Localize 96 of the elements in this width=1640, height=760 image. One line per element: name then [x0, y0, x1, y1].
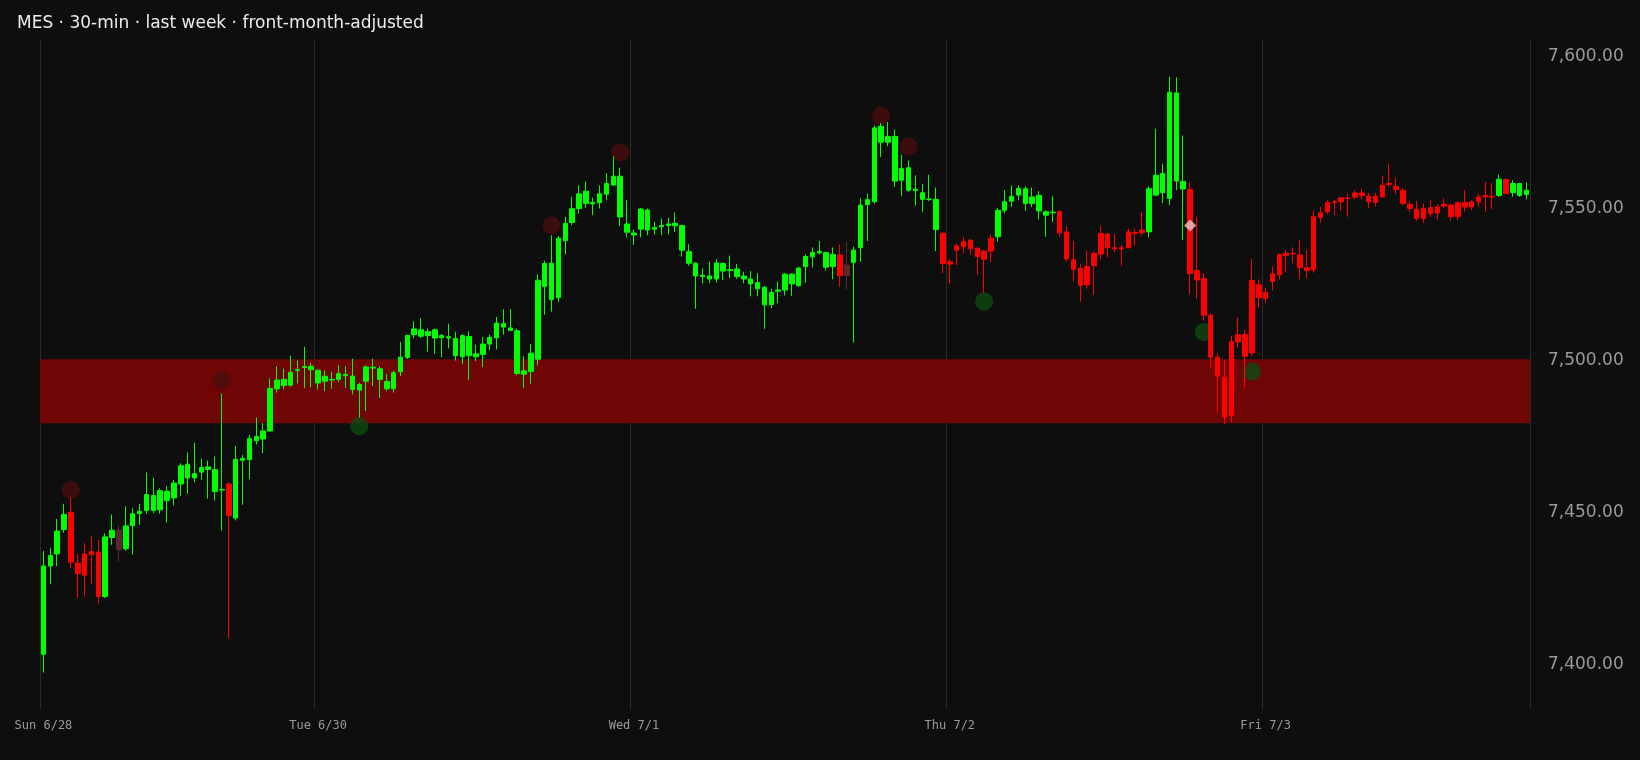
- candlestick: [858, 197, 863, 263]
- candlestick: [453, 331, 458, 362]
- candlestick: [398, 341, 403, 377]
- point: [350, 417, 369, 436]
- candlestick: [41, 550, 46, 674]
- candlestick: [1057, 210, 1062, 238]
- candlestick: [604, 172, 609, 201]
- candlestick: [1428, 199, 1433, 218]
- candlestick: [1421, 203, 1426, 224]
- candlestick: [755, 272, 760, 297]
- candlestick: [1366, 192, 1371, 209]
- candlestick: [865, 193, 870, 242]
- candlestick: [405, 334, 410, 360]
- candlestick: [1112, 233, 1117, 254]
- candlestick: [1215, 353, 1220, 414]
- candlestick: [954, 242, 959, 266]
- candlestick: [501, 308, 506, 336]
- y-tick-label: 7,550.00: [1548, 197, 1624, 218]
- candlestick: [61, 503, 67, 534]
- point: [1184, 219, 1197, 232]
- candlestick: [1386, 163, 1392, 188]
- candlestick: [810, 246, 815, 268]
- x-tick-label: Fri 7/3: [1240, 718, 1291, 732]
- candlestick: [350, 358, 355, 396]
- candlestick: [1009, 184, 1014, 208]
- candlestick: [707, 261, 712, 284]
- candlestick: [1325, 199, 1330, 215]
- chart-title: MES · 30-min · last week · front-month-adjusted: [17, 11, 424, 32]
- candlestick: [48, 547, 53, 585]
- candlestick: [116, 524, 122, 563]
- candlestick: [343, 365, 348, 389]
- point: [872, 107, 891, 126]
- candlestick: [1064, 225, 1069, 263]
- candlestick: [549, 234, 554, 313]
- point: [611, 143, 630, 162]
- candlestick: [700, 267, 705, 284]
- candlestick: [1496, 173, 1502, 198]
- candlestick: [968, 238, 973, 256]
- candlestick: [1380, 175, 1385, 199]
- candlestick: [1071, 240, 1076, 282]
- candlestick: [1318, 206, 1323, 223]
- candlestick: [1407, 200, 1413, 213]
- candlestick: [144, 471, 149, 515]
- candlestick: [769, 288, 774, 309]
- point: [542, 216, 561, 235]
- candlestick: [1270, 266, 1275, 292]
- x-tick-label: Sun 6/28: [14, 718, 73, 732]
- y-tick-label: 7,450.00: [1548, 501, 1624, 522]
- candlestick: [1167, 76, 1172, 206]
- candlestick: [1503, 178, 1509, 195]
- candlestick: [1119, 244, 1124, 267]
- candlestick: [233, 445, 238, 521]
- x-tick-label: Thu 7/2: [924, 718, 976, 732]
- candlestick: [837, 243, 843, 288]
- candlestick: [1373, 192, 1378, 207]
- candlestick: [96, 539, 101, 604]
- candlestick: [1400, 187, 1406, 206]
- candlestick: [192, 442, 197, 483]
- point: [212, 371, 231, 390]
- candlestick: [652, 221, 657, 236]
- candlestick: [597, 184, 602, 209]
- x-tick-label: Tue 6/30: [289, 718, 347, 732]
- candlestick: [556, 235, 561, 303]
- candlestick: [1476, 193, 1481, 208]
- y-tick-label: 7,400.00: [1548, 653, 1624, 674]
- candlestick: [1414, 200, 1419, 222]
- candlestick: [240, 454, 245, 506]
- candlestick: [844, 241, 850, 291]
- candlestick: [1393, 177, 1399, 195]
- candlestick: [494, 316, 499, 351]
- candlestick: [762, 285, 767, 330]
- candlestick: [1016, 184, 1021, 201]
- candlestick: [961, 236, 966, 254]
- candlestick: [137, 503, 142, 526]
- y-tick-label: 7,500.00: [1548, 349, 1624, 370]
- candlestick: [803, 253, 808, 284]
- candlestick: [446, 323, 451, 349]
- point: [61, 481, 80, 500]
- candlestick: [226, 481, 232, 639]
- candlestick: [357, 382, 362, 419]
- candlestick: [913, 174, 918, 206]
- candlestick: [89, 535, 94, 585]
- candlestick: [906, 159, 911, 193]
- candlestick: [54, 518, 60, 567]
- candlestick: [851, 246, 856, 344]
- candlestick: [1222, 359, 1227, 425]
- point: [975, 292, 994, 311]
- candlestick: [563, 216, 568, 255]
- point: [899, 137, 918, 156]
- candlestick: [1524, 182, 1529, 200]
- point: [1242, 362, 1261, 381]
- candlestick: [659, 218, 664, 236]
- candlestick: [295, 360, 300, 384]
- candlestick: [247, 434, 252, 480]
- x-tick-label: Wed 7/1: [608, 718, 660, 732]
- y-tick-label: 7,600.00: [1548, 45, 1624, 66]
